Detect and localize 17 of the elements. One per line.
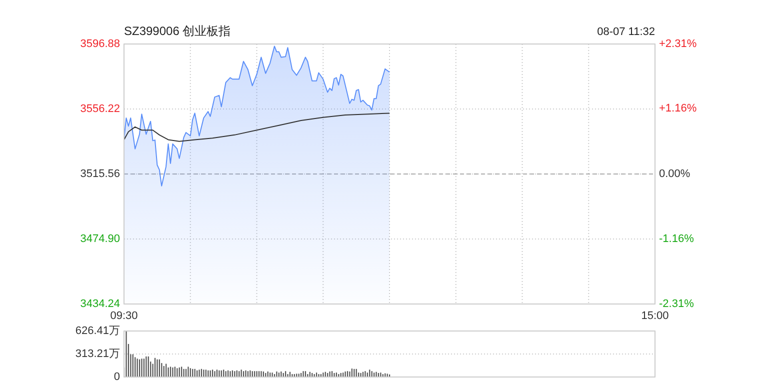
xtick: 15:00	[641, 310, 669, 322]
ytick: 3556.22	[80, 102, 120, 115]
y2tick: -1.16%	[659, 233, 694, 246]
ytick: 3596.88	[80, 38, 120, 50]
ytick: 3515.56	[80, 168, 120, 180]
xtick: 09:30	[110, 310, 138, 322]
y2tick: 0.00%	[659, 168, 690, 180]
y2tick: +1.16%	[659, 102, 697, 115]
title: SZ399006 创业板指	[124, 24, 231, 38]
y2tick: +2.31%	[659, 38, 697, 50]
ytick: 313.21万	[75, 348, 120, 360]
ytick: 3474.90	[80, 232, 120, 245]
ytick: 3434.24	[80, 298, 120, 310]
annotation: 08-07 11:32	[597, 26, 655, 38]
y2tick: -2.31%	[659, 298, 694, 310]
ytick: 626.41万	[75, 324, 120, 337]
ytick: 0	[114, 370, 120, 383]
